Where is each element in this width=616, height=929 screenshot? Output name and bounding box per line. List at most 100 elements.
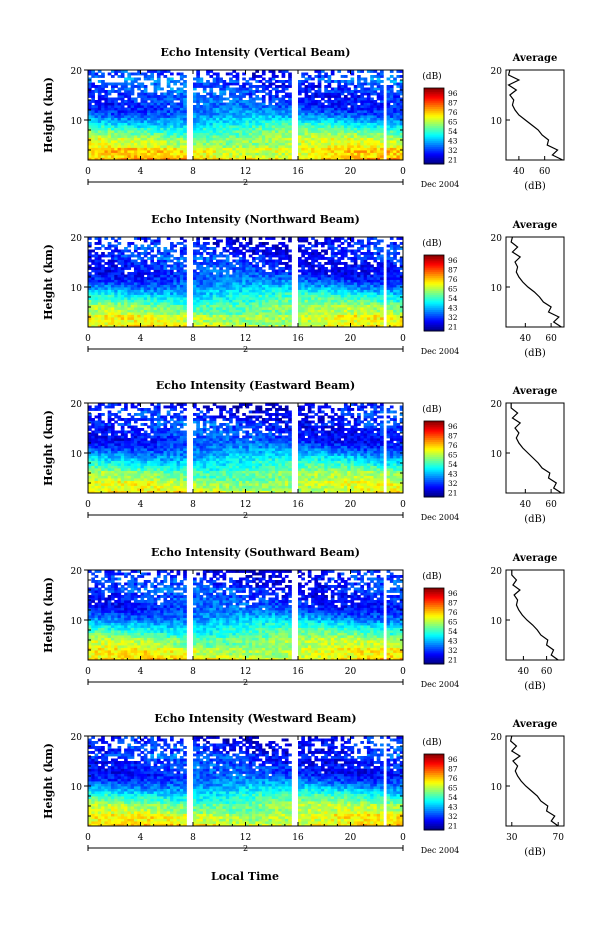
echo-cell [153, 105, 158, 108]
echo-cell [101, 150, 105, 153]
echo-cell [265, 110, 269, 113]
echo-cell [393, 97, 397, 101]
echo-cell [156, 322, 161, 325]
echo-cell [147, 155, 151, 158]
echo-cell [245, 304, 250, 308]
echo-cell [337, 140, 342, 143]
echo-cell [117, 115, 122, 118]
echo-cell [232, 120, 237, 123]
echo-cell [183, 132, 187, 136]
echo-cell [357, 110, 361, 113]
echo-cell [324, 75, 328, 78]
echo-cell [166, 102, 171, 106]
echo-cell [166, 304, 171, 308]
echo-cell [252, 147, 256, 151]
echo-cell [399, 92, 404, 96]
echo-cell [242, 77, 246, 81]
echo-cell [284, 150, 289, 153]
echo-cell [215, 322, 220, 325]
echo-cell [340, 125, 345, 128]
echo-cell [340, 272, 345, 275]
echo-cell [199, 82, 204, 86]
echo-cell [373, 130, 378, 133]
echo-cell [219, 317, 223, 320]
echo-cell [127, 75, 132, 78]
echo-cell [170, 294, 174, 298]
echo-cell [140, 274, 145, 278]
colorbar-tick-label: 76 [448, 108, 458, 117]
echo-cell [396, 110, 401, 113]
echo-cell [340, 152, 345, 156]
echo-cell [170, 314, 174, 318]
echo-cell [107, 132, 112, 136]
echo-cell [117, 90, 122, 93]
echo-cell [252, 282, 256, 285]
echo-cell [248, 274, 253, 278]
echo-cell [314, 142, 319, 146]
echo-cell [124, 282, 128, 285]
echo-cell [101, 274, 105, 278]
echo-cell [353, 90, 358, 93]
echo-cell [245, 289, 250, 293]
echo-cell [202, 127, 207, 131]
echo-cell [360, 272, 365, 275]
echo-cell [278, 317, 282, 320]
echo-cell [317, 312, 322, 315]
echo-cell [104, 112, 109, 116]
echo-cell [206, 107, 210, 111]
echo-cell [137, 92, 141, 96]
echo-cell [173, 150, 177, 153]
echo-cell [275, 157, 279, 161]
echo-cell [91, 72, 95, 76]
echo-cell [202, 297, 207, 300]
echo-cell [156, 304, 161, 308]
echo-cell [97, 297, 102, 300]
echo-cell [255, 117, 260, 121]
echo-cell [166, 274, 171, 278]
echo-cell [275, 140, 279, 143]
echo-cell [104, 319, 109, 323]
echo-cell [340, 314, 345, 318]
echo-cell [337, 272, 342, 275]
echo-cell [97, 152, 102, 156]
echo-cell [176, 324, 181, 328]
echo-cell [202, 299, 207, 303]
echo-cell [179, 309, 184, 313]
echo-cell [101, 279, 105, 283]
echo-cell [117, 152, 122, 156]
echo-cell [275, 132, 279, 136]
echo-cell [183, 322, 187, 325]
echo-cell [380, 87, 384, 91]
echo-cell [386, 92, 391, 96]
echo-cell [337, 302, 342, 305]
echo-cell [196, 137, 200, 141]
echo-cell [275, 307, 279, 310]
echo-cell [357, 309, 361, 313]
echo-cell [202, 272, 207, 275]
echo-cell [357, 289, 361, 293]
echo-cell [327, 85, 332, 88]
echo-cell [107, 97, 112, 101]
echo-cell [330, 125, 335, 128]
echo-cell [334, 317, 338, 320]
echo-cell [137, 72, 141, 76]
echo-cell [298, 279, 302, 283]
echo-cell [114, 277, 118, 280]
echo-cell [94, 312, 99, 315]
echo-cell [271, 75, 276, 78]
echo-cell [212, 142, 217, 146]
echo-cell [284, 122, 289, 126]
echo-cell [222, 287, 227, 290]
echo-cell [399, 102, 404, 106]
echo-cell [137, 87, 141, 91]
echo-cell [193, 157, 197, 161]
echo-cell [196, 309, 200, 313]
echo-cell [183, 100, 187, 103]
echo-cell [229, 284, 233, 288]
echo-cell [209, 122, 214, 126]
echo-cell [229, 277, 233, 280]
echo-cell [399, 294, 404, 298]
echo-cell [278, 309, 282, 313]
echo-cell [173, 137, 177, 141]
echo-cell [275, 117, 279, 121]
